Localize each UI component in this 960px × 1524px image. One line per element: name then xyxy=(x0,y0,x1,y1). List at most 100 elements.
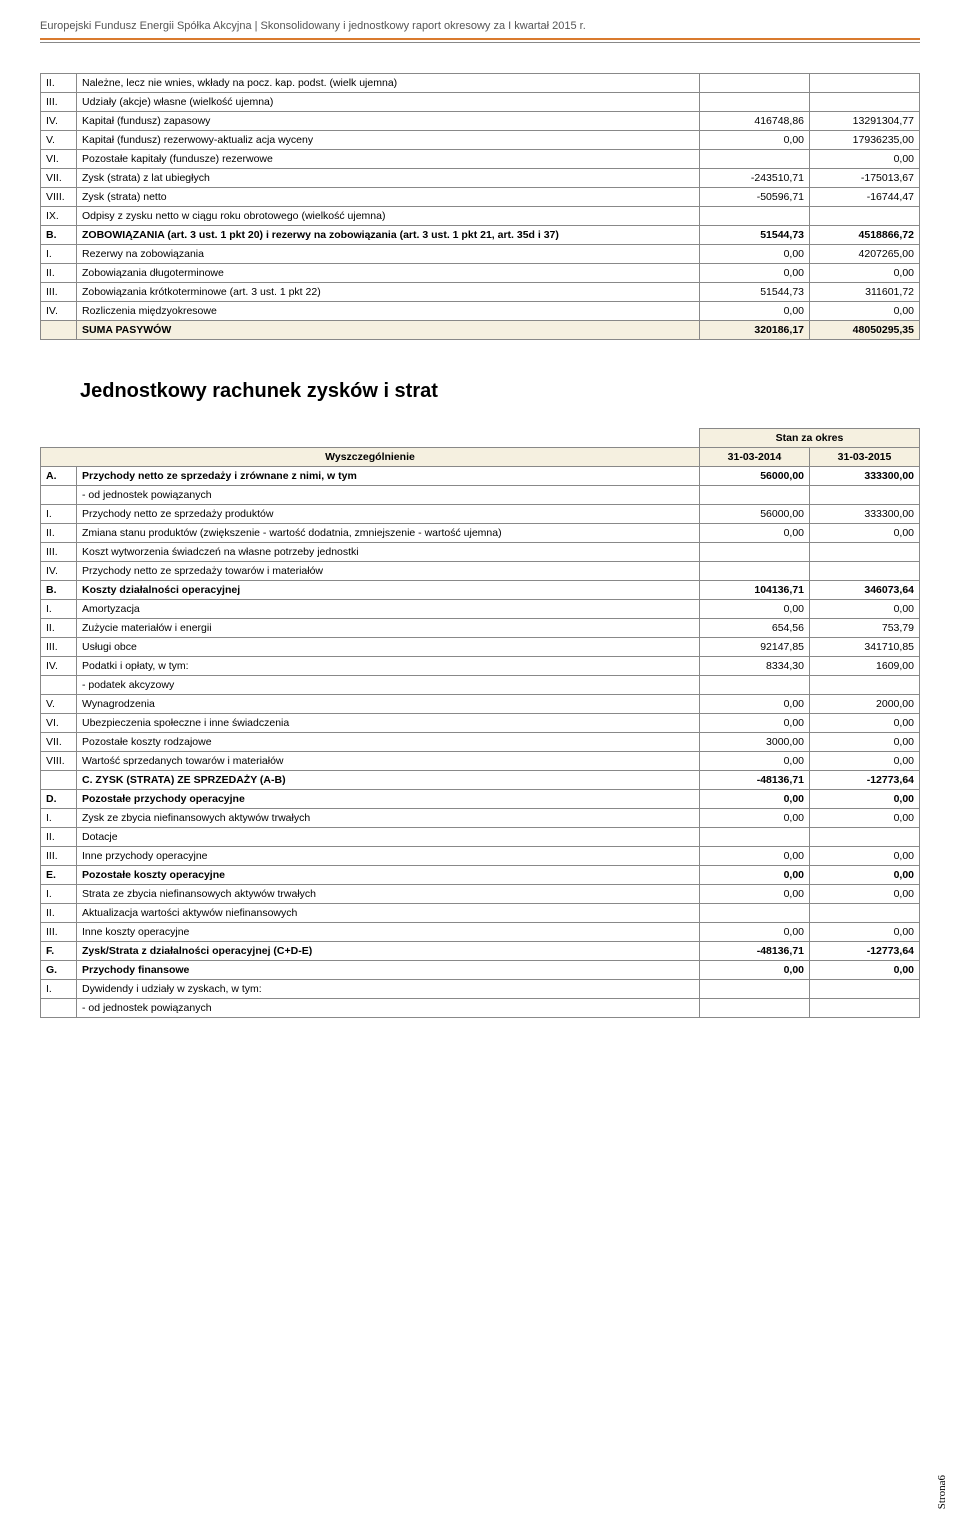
row-val2: 333300,00 xyxy=(810,505,920,524)
row-val2 xyxy=(810,980,920,999)
row-label: Zysk ze zbycia niefinansowych aktywów tr… xyxy=(77,809,700,828)
row-label: Koszty działalności operacyjnej xyxy=(77,581,700,600)
row-val2: 0,00 xyxy=(810,524,920,543)
row-val1: -243510,71 xyxy=(700,169,810,188)
row-val2: 0,00 xyxy=(810,866,920,885)
row-num: IV. xyxy=(41,562,77,581)
row-label: Zobowiązania krótkoterminowe (art. 3 ust… xyxy=(77,283,700,302)
row-label: Rozliczenia międzyokresowe xyxy=(77,302,700,321)
row-val2 xyxy=(810,74,920,93)
row-num: III. xyxy=(41,638,77,657)
row-num: I. xyxy=(41,809,77,828)
table-row: II.Zmiana stanu produktów (zwiększenie -… xyxy=(41,524,920,543)
row-val2: 311601,72 xyxy=(810,283,920,302)
row-val1 xyxy=(700,93,810,112)
row-label: Wynagrodzenia xyxy=(77,695,700,714)
row-num: VIII. xyxy=(41,752,77,771)
row-val1 xyxy=(700,980,810,999)
row-val1: 104136,71 xyxy=(700,581,810,600)
row-val1: 0,00 xyxy=(700,245,810,264)
row-val1 xyxy=(700,904,810,923)
row-val1: 56000,00 xyxy=(700,505,810,524)
row-val2: 346073,64 xyxy=(810,581,920,600)
table-row: - od jednostek powiązanych xyxy=(41,486,920,505)
row-num: V. xyxy=(41,131,77,150)
header-row: Stan za okres xyxy=(41,429,920,448)
table-row: III.Inne przychody operacyjne0,000,00 xyxy=(41,847,920,866)
row-val1: 56000,00 xyxy=(700,467,810,486)
table-row: V.Wynagrodzenia0,002000,00 xyxy=(41,695,920,714)
row-val1 xyxy=(700,150,810,169)
row-num: B. xyxy=(41,581,77,600)
row-num: II. xyxy=(41,524,77,543)
table-row: B.ZOBOWIĄZANIA (art. 3 ust. 1 pkt 20) i … xyxy=(41,226,920,245)
row-label: Wartość sprzedanych towarów i materiałów xyxy=(77,752,700,771)
row-num: G. xyxy=(41,961,77,980)
row-val2: 0,00 xyxy=(810,150,920,169)
table-row: III.Usługi obce92147,85341710,85 xyxy=(41,638,920,657)
row-label: Pozostałe kapitały (fundusze) rezerwowe xyxy=(77,150,700,169)
row-num: F. xyxy=(41,942,77,961)
row-num: II. xyxy=(41,904,77,923)
table-row: IV.Przychody netto ze sprzedaży towarów … xyxy=(41,562,920,581)
divider-gray xyxy=(40,42,920,43)
table-row: G.Przychody finansowe0,000,00 xyxy=(41,961,920,980)
table-row: VI.Pozostałe kapitały (fundusze) rezerwo… xyxy=(41,150,920,169)
row-val1: 0,00 xyxy=(700,264,810,283)
row-val1: 0,00 xyxy=(700,847,810,866)
row-num xyxy=(41,771,77,790)
row-num: III. xyxy=(41,283,77,302)
row-val1: 3000,00 xyxy=(700,733,810,752)
divider-orange xyxy=(40,38,920,40)
row-num: I. xyxy=(41,885,77,904)
table-rachunek: Stan za okresWyszczególnienie31-03-20143… xyxy=(40,428,920,1018)
row-label: Aktualizacja wartości aktywów niefinanso… xyxy=(77,904,700,923)
row-val2: 0,00 xyxy=(810,733,920,752)
row-val1: 92147,85 xyxy=(700,638,810,657)
row-val2: 0,00 xyxy=(810,809,920,828)
table-row: II.Dotacje xyxy=(41,828,920,847)
row-val1 xyxy=(700,486,810,505)
row-val1: 51544,73 xyxy=(700,283,810,302)
row-num: II. xyxy=(41,264,77,283)
row-num: I. xyxy=(41,980,77,999)
row-val1: 0,00 xyxy=(700,131,810,150)
row-val1: 0,00 xyxy=(700,866,810,885)
table-row: III.Udziały (akcje) własne (wielkość uje… xyxy=(41,93,920,112)
row-num xyxy=(41,676,77,695)
row-label: Należne, lecz nie wnies, wkłady na pocz.… xyxy=(77,74,700,93)
row-val1 xyxy=(700,562,810,581)
table-row: I.Amortyzacja0,000,00 xyxy=(41,600,920,619)
row-val1: 0,00 xyxy=(700,695,810,714)
table-row: III.Zobowiązania krótkoterminowe (art. 3… xyxy=(41,283,920,302)
row-val1: -48136,71 xyxy=(700,771,810,790)
row-val2: 13291304,77 xyxy=(810,112,920,131)
row-label: Dotacje xyxy=(77,828,700,847)
table-row: I.Strata ze zbycia niefinansowych aktywó… xyxy=(41,885,920,904)
header-row-2: Wyszczególnienie31-03-201431-03-2015 xyxy=(41,448,920,467)
col1-header: 31-03-2014 xyxy=(700,448,810,467)
row-val2 xyxy=(810,486,920,505)
row-val2 xyxy=(810,904,920,923)
table-row: III.Koszt wytworzenia świadczeń na własn… xyxy=(41,543,920,562)
page-number: Strona6 xyxy=(934,1475,948,1512)
row-val2: 753,79 xyxy=(810,619,920,638)
row-val1: 0,00 xyxy=(700,714,810,733)
row-val2: 0,00 xyxy=(810,847,920,866)
table-row: II.Należne, lecz nie wnies, wkłady na po… xyxy=(41,74,920,93)
row-val1 xyxy=(700,828,810,847)
row-label: Zysk (strata) z lat ubiegłych xyxy=(77,169,700,188)
row-label: Zysk/Strata z działalności operacyjnej (… xyxy=(77,942,700,961)
table-row: IV.Rozliczenia międzyokresowe0,000,00 xyxy=(41,302,920,321)
row-val1: -50596,71 xyxy=(700,188,810,207)
row-num: II. xyxy=(41,619,77,638)
row-val2: 4518866,72 xyxy=(810,226,920,245)
row-val2: 0,00 xyxy=(810,961,920,980)
table-row: IV.Kapitał (fundusz) zapasowy416748,8613… xyxy=(41,112,920,131)
table-row: - podatek akcyzowy xyxy=(41,676,920,695)
row-val2: 2000,00 xyxy=(810,695,920,714)
period-label: Stan za okres xyxy=(700,429,920,448)
row-label: C. ZYSK (STRATA) ZE SPRZEDAŻY (A-B) xyxy=(77,771,700,790)
row-label: Strata ze zbycia niefinansowych aktywów … xyxy=(77,885,700,904)
row-val1: 0,00 xyxy=(700,923,810,942)
